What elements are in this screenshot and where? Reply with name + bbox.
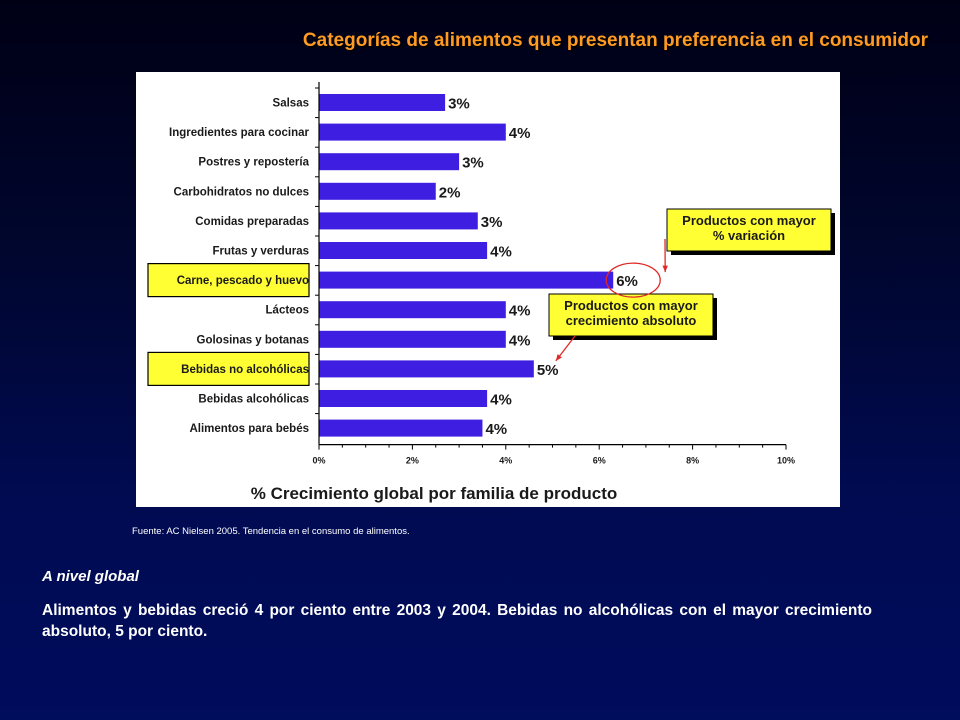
bar-postres-y-reposteria [319, 153, 460, 171]
x-tick-label: 2% [406, 456, 419, 466]
value-label-salsas: 3% [448, 96, 470, 113]
body-text: Alimentos y bebidas creció 4 por ciento … [42, 602, 872, 640]
callout-carne-pescado-y-huevo: Productos con mayor% variación [662, 208, 835, 273]
bar-bebidas-alcoholicas [319, 390, 488, 407]
source-note: Fuente: AC Nielsen 2005. Tendencia en el… [132, 526, 410, 537]
category-label-postres-y-reposteria: Postres y repostería [198, 157, 309, 169]
value-label-postres-y-reposteria: 3% [462, 155, 484, 172]
highlight-circle [605, 262, 661, 298]
arrow-head [555, 354, 562, 361]
bar-golosinas-y-botanas [319, 330, 506, 348]
category-label-lacteos: Lácteos [266, 305, 309, 317]
category-label-bebidas-alcoholicas: Bebidas alcohólicas [198, 394, 309, 406]
callout-text-line: Productos con mayor [564, 298, 698, 313]
category-label-frutas-y-verduras: Frutas y verduras [212, 246, 309, 258]
x-tick-label: 0% [312, 456, 325, 466]
chart-panel: Salsas Ingredientes para cocinar Postres y… [136, 72, 840, 507]
bar-ingredientes-para-cocinar [319, 123, 506, 141]
value-label-golosinas-y-botanas: 4% [509, 332, 531, 349]
value-label-ingredientes-para-cocinar: 4% [509, 125, 531, 142]
highlight-box-bebidas-no-alcoholicas [147, 351, 310, 386]
callout-text-line: % variación [713, 228, 785, 243]
bar-bebidas-no-alcoholicas [319, 360, 534, 378]
bar-carne-pescado-y-huevo [319, 271, 614, 289]
callout-text-line: crecimiento absoluto [566, 313, 697, 328]
callout-text-line: Productos con mayor [682, 213, 816, 228]
bar-frutas-y-verduras [319, 242, 488, 259]
x-tick-label: 4% [499, 456, 512, 466]
category-label-carbohidratos-no-dulces: Carbohidratos no dulces [174, 186, 309, 198]
bar-lacteos [319, 301, 506, 319]
category-label-ingredientes-para-cocinar: Ingredientes para cocinar [169, 127, 309, 139]
value-label-bebidas-alcoholicas: 4% [490, 392, 512, 409]
value-label-lacteos: 4% [509, 303, 531, 320]
slide-title: Categorías de alimentos que presentan pr… [302, 30, 928, 51]
value-label-comidas-preparadas: 3% [481, 214, 503, 231]
arrow-head [662, 265, 668, 273]
value-label-carbohidratos-no-dulces: 2% [439, 184, 461, 201]
bar-salsas [319, 94, 446, 111]
category-label-golosinas-y-botanas: Golosinas y botanas [197, 334, 309, 346]
bar-carbohidratos-no-dulces [319, 182, 436, 200]
category-label-salsas: Salsas [273, 98, 309, 110]
value-label-bebidas-no-alcoholicas: 5% [537, 362, 559, 379]
x-tick-label: 6% [593, 456, 606, 466]
value-label-carne-pescado-y-huevo: 6% [616, 273, 638, 290]
bar-chart: Salsas Ingredientes para cocinar Postres y… [147, 82, 835, 503]
category-label-comidas-preparadas: Comidas preparadas [195, 216, 309, 228]
x-tick-label: 10% [777, 456, 795, 466]
bar-comidas-preparadas [319, 212, 478, 230]
section-heading: A nivel global [42, 568, 139, 585]
highlight-box-carne-pescado-y-huevo [147, 263, 310, 298]
category-label-carne-pescado-y-huevo: Carne, pescado y huevo [177, 275, 309, 287]
value-label-alimentos-para-bebes: 4% [485, 421, 507, 438]
value-label-frutas-y-verduras: 4% [490, 244, 512, 261]
x-tick-label: 8% [686, 456, 699, 466]
category-label-bebidas-no-alcoholicas: Bebidas no alcohólicas [181, 364, 309, 376]
category-label-alimentos-para-bebes: Alimentos para bebés [189, 423, 309, 435]
bar-alimentos-para-bebes [319, 419, 483, 437]
x-axis-label: % Crecimiento global por familia de prod… [251, 484, 618, 503]
